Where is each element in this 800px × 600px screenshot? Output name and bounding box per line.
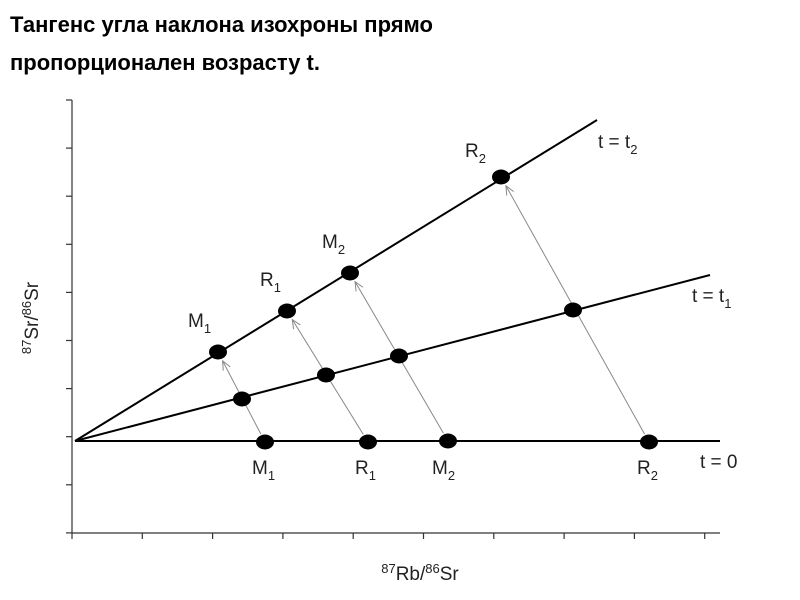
label-text: R xyxy=(637,458,651,479)
label-sub: 1 xyxy=(369,468,376,483)
axes xyxy=(71,100,720,534)
point-label: R2 xyxy=(465,141,486,166)
title-line: пропорционален возрасту t. xyxy=(10,50,320,75)
point xyxy=(233,391,251,407)
point xyxy=(317,367,335,383)
label-text: M xyxy=(432,458,448,479)
isochron-t2 xyxy=(74,119,598,442)
title-line: Тангенс угла наклона изохроны прямо xyxy=(10,12,433,37)
line-label: t = t1 xyxy=(692,286,731,311)
label-text: M xyxy=(188,311,204,332)
point-label: R2 xyxy=(637,458,658,483)
point xyxy=(492,169,510,185)
isochrons xyxy=(74,119,720,442)
label-sub: 1 xyxy=(274,280,281,295)
point xyxy=(278,303,296,319)
label-sub: 1 xyxy=(204,321,211,336)
point-label: M1 xyxy=(252,458,275,483)
label-sub: 2 xyxy=(448,468,455,483)
point xyxy=(256,434,274,450)
label-text: R xyxy=(355,458,369,479)
x-axis-label: 87Rb/86Sr xyxy=(381,561,459,585)
point-label: M2 xyxy=(432,458,455,483)
label-text: R xyxy=(260,270,274,291)
label-sub: 1 xyxy=(268,468,275,483)
points xyxy=(209,169,658,450)
point-label: M1 xyxy=(188,311,211,336)
label-sub: 2 xyxy=(651,468,658,483)
point xyxy=(640,434,658,450)
point xyxy=(390,348,408,364)
point xyxy=(209,344,227,360)
label-sub: 2 xyxy=(338,242,345,257)
point xyxy=(359,434,377,450)
point-label: R1 xyxy=(260,270,281,295)
line-label: t = 0 xyxy=(700,452,738,473)
ticks xyxy=(66,99,706,539)
point-label: R1 xyxy=(355,458,376,483)
y-axis-label: 87Sr/86Sr xyxy=(19,281,43,354)
label-sub: 2 xyxy=(479,151,486,166)
line-label: t = t2 xyxy=(598,132,637,157)
label-text: R xyxy=(465,141,479,162)
label-text: M xyxy=(252,458,268,479)
label-text: M xyxy=(322,232,338,253)
point-label: M2 xyxy=(322,232,345,257)
point xyxy=(341,265,359,281)
point xyxy=(564,302,582,318)
point xyxy=(439,433,457,449)
